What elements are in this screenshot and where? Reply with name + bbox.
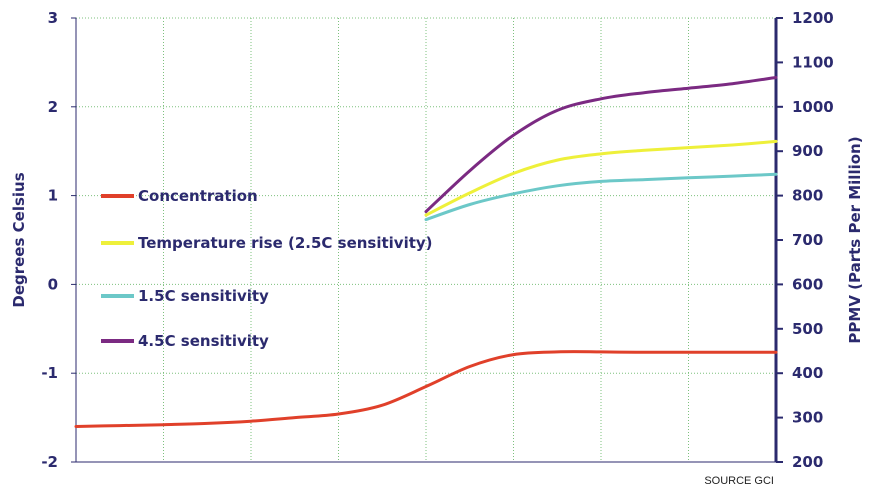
right-tick-label: 1200 [792, 9, 834, 27]
series-line-concentration [74, 350, 778, 428]
right-tick-label: 1100 [792, 53, 834, 71]
legend-label: Concentration [138, 187, 258, 205]
source-note: SOURCE GCI [704, 475, 774, 487]
left-axis-title: Degrees Celsius [10, 172, 28, 307]
right-axis-title: PPMV (Parts Per Million) [846, 136, 864, 343]
left-tick-label: 2 [48, 98, 58, 116]
right-tick-label: 700 [792, 231, 823, 249]
series-line-4-5c-sensitivity [424, 76, 778, 214]
right-tick-label: 600 [792, 275, 823, 293]
right-tick-label: 800 [792, 187, 823, 205]
right-tick-label: 1000 [792, 98, 834, 116]
legend: Concentration Temperature rise (2.5C sens… [101, 187, 433, 350]
left-tick-label: -1 [41, 364, 58, 382]
series-line-temperature-rise-2-5c-sensitivity [424, 139, 778, 217]
right-axis-ticks: 200 300 400 500 600 700 800 900 1000 1100 1200 [776, 9, 834, 471]
left-tick-label: 1 [48, 187, 58, 205]
right-tick-label: 200 [792, 453, 823, 471]
legend-label: Temperature rise (2.5C sensitivity) [138, 234, 433, 252]
legend-label: 1.5C sensitivity [138, 287, 269, 305]
right-tick-label: 300 [792, 409, 823, 427]
left-axis-ticks: -2 -1 0 1 2 3 [41, 9, 76, 471]
right-tick-label: 400 [792, 364, 823, 382]
series-lines [74, 76, 778, 428]
right-tick-label: 900 [792, 142, 823, 160]
legend-label: 4.5C sensitivity [138, 332, 269, 350]
series-line-1-5c-sensitivity [424, 172, 778, 222]
left-tick-label: 0 [48, 275, 58, 293]
right-tick-label: 500 [792, 320, 823, 338]
left-tick-label: 3 [48, 9, 58, 27]
left-tick-label: -2 [41, 453, 58, 471]
